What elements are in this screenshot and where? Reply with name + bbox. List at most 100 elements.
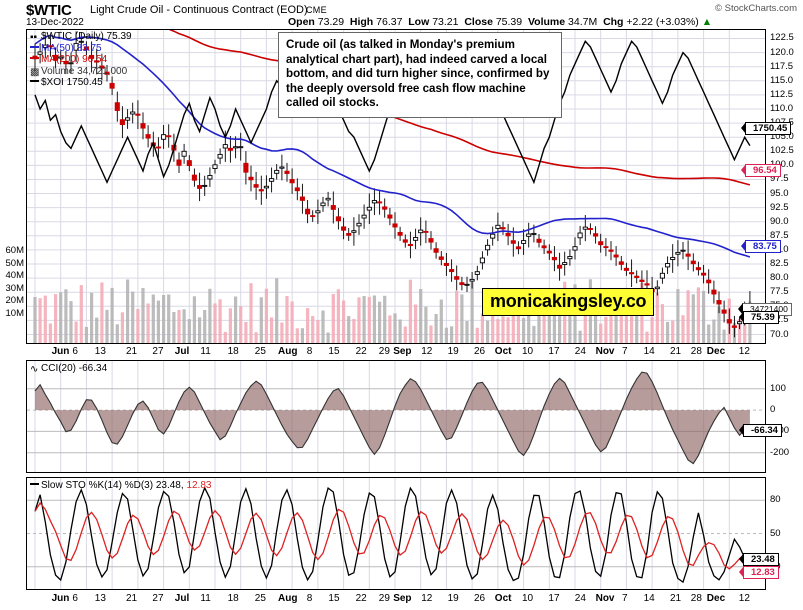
x-tick-label: Nov bbox=[595, 346, 615, 357]
x-tick-label: 22 bbox=[355, 346, 367, 357]
close-label: Close bbox=[464, 16, 493, 28]
x-tick-label: 13 bbox=[94, 346, 106, 357]
x-tick-label: 10 bbox=[522, 593, 534, 604]
sto-plot bbox=[27, 478, 765, 589]
x-tick-label: 14 bbox=[643, 593, 655, 604]
x-tick-label: 25 bbox=[254, 593, 266, 604]
cci-legend-text: CCI(20) -66.34 bbox=[41, 363, 108, 374]
volume-tick-label: 10M bbox=[5, 307, 24, 319]
x-tick-label: 12 bbox=[421, 593, 433, 604]
x-tick-label: 15 bbox=[328, 593, 340, 604]
legend-ma50-text: MA(50) 83.75 bbox=[41, 42, 102, 54]
x-tick-label: Nov bbox=[595, 593, 615, 604]
stockcharts-credit: © StockCharts.com bbox=[715, 3, 797, 14]
x-tick-label: 26 bbox=[474, 593, 486, 604]
x-tick-label: 28 bbox=[690, 593, 702, 604]
x-tick-label: Dec bbox=[706, 593, 726, 604]
y-tick-label: 105.0 bbox=[770, 131, 794, 143]
x-tick-label: 6 bbox=[72, 593, 78, 604]
symbol-exchange: CME bbox=[306, 5, 327, 15]
x-tick-label: 12 bbox=[738, 346, 750, 357]
x-tick-label: 26 bbox=[474, 346, 486, 357]
open-label: Open bbox=[288, 16, 315, 28]
x-tick-label: 12 bbox=[738, 593, 750, 604]
y-tick-label: 95.0 bbox=[770, 187, 789, 199]
symbol-ticker: $WTIC bbox=[26, 2, 72, 19]
flag-cci: -66.34 bbox=[739, 424, 782, 437]
legend-xoi-text: $XOI 1750.45 bbox=[41, 77, 103, 88]
y-tick-label: 100.0 bbox=[770, 159, 794, 171]
x-tick-label: Aug bbox=[278, 346, 298, 357]
flag-ma50: 83.75 bbox=[741, 240, 781, 253]
x-tick-label: Jul bbox=[174, 593, 190, 604]
x-tick-label: 15 bbox=[328, 346, 340, 357]
y-tick-label: 112.5 bbox=[770, 88, 794, 100]
x-tick-label: Oct bbox=[494, 593, 512, 604]
ohlc-quote-bar: Open 73.29 High 76.37 Low 73.21 Close 75… bbox=[288, 16, 712, 28]
chart-header: $WTIC Light Crude Oil - Continuous Contr… bbox=[0, 0, 803, 30]
volume-tick-label: 50M bbox=[5, 257, 24, 269]
low-value: 73.21 bbox=[432, 16, 459, 28]
x-tick-label: 24 bbox=[574, 593, 586, 604]
x-tick-label: 18 bbox=[227, 593, 239, 604]
chart-date: 13-Dec-2022 bbox=[26, 17, 84, 28]
volume-label: Volume bbox=[527, 16, 566, 28]
x-tick-label: 21 bbox=[126, 346, 138, 357]
ma200-swatch-icon bbox=[30, 57, 39, 59]
x-tick-label: 6 bbox=[72, 346, 78, 357]
volume-tick-label: 60M bbox=[5, 245, 24, 256]
x-tick-label: 21 bbox=[670, 346, 682, 357]
x-tick-label: Jul bbox=[174, 346, 190, 357]
y-tick-label: 72.5 bbox=[770, 314, 789, 326]
high-value: 76.37 bbox=[376, 16, 403, 28]
x-tick-label: 25 bbox=[254, 346, 266, 357]
x-tick-label: Jun bbox=[51, 346, 70, 357]
high-label: High bbox=[349, 16, 374, 28]
x-tick-label: 29 bbox=[378, 593, 390, 604]
close-value: 75.39 bbox=[495, 16, 523, 28]
x-tick-label: 8 bbox=[306, 346, 313, 357]
flag-sto-d: 12.83 bbox=[739, 566, 779, 579]
cci-legend: ∿ CCI(20) -66.34 bbox=[30, 363, 107, 376]
legend-item-xoi: $XOI 1750.45 bbox=[30, 77, 132, 89]
flag-ma200: 96.54 bbox=[741, 164, 781, 177]
x-tick-label: 7 bbox=[622, 346, 628, 357]
flag-xoi: 1750.45 bbox=[740, 122, 792, 135]
x-tick-label: 21 bbox=[126, 593, 138, 604]
x-tick-label: 28 bbox=[690, 346, 702, 357]
x-tick-label: 14 bbox=[643, 346, 655, 357]
x-tick-label: 11 bbox=[200, 346, 211, 357]
sto-legend-text: Slow STO %K(14) %D(3) bbox=[41, 480, 156, 491]
symbol-description: Light Crude Oil - Continuous Contract (E… bbox=[90, 4, 308, 16]
x-tick-label: 19 bbox=[447, 593, 459, 604]
x-tick-label: 24 bbox=[574, 346, 586, 357]
y-tick-label: 80 bbox=[770, 494, 781, 506]
low-label: Low bbox=[408, 16, 430, 28]
y-tick-label: 90.0 bbox=[770, 215, 789, 227]
x-tick-label: 17 bbox=[548, 346, 560, 357]
y-tick-label: 87.5 bbox=[770, 229, 789, 241]
legend-item-volume: ▩ Volume 34,721,000 bbox=[30, 66, 132, 78]
x-tick-label: 27 bbox=[152, 346, 164, 357]
y-tick-label: 117.5 bbox=[770, 60, 794, 72]
xoi-swatch-icon bbox=[30, 80, 39, 82]
annotation-textbox: Crude oil (as talked in Monday's premium… bbox=[278, 32, 562, 118]
x-tick-label: Dec bbox=[706, 346, 726, 357]
x-tick-label: Sep bbox=[393, 346, 412, 357]
chg-label: Chg bbox=[603, 16, 624, 28]
sto-legend: Slow STO %K(14) %D(3) 23.48, 12.83 bbox=[30, 480, 211, 492]
legend-volume-text: Volume 34,721,000 bbox=[41, 65, 128, 77]
cci-plot bbox=[27, 361, 765, 472]
volume-value: 34.7M bbox=[568, 16, 598, 28]
y-tick-label: 120.0 bbox=[770, 46, 794, 58]
y-tick-label: 122.5 bbox=[770, 32, 794, 44]
flag-sto-k: 23.48 bbox=[739, 553, 779, 566]
x-tick-label: 11 bbox=[200, 593, 211, 604]
flag-close: 75.39 bbox=[739, 311, 779, 324]
open-value: 73.29 bbox=[317, 16, 345, 28]
x-tick-label: Sep bbox=[393, 593, 412, 604]
y-tick-label: 102.5 bbox=[770, 145, 794, 157]
x-tick-label: 8 bbox=[306, 593, 313, 604]
x-tick-label: 19 bbox=[447, 346, 459, 357]
legend-item-wtic: ▪▪ $WTIC (Daily) 75.39 bbox=[30, 31, 132, 43]
